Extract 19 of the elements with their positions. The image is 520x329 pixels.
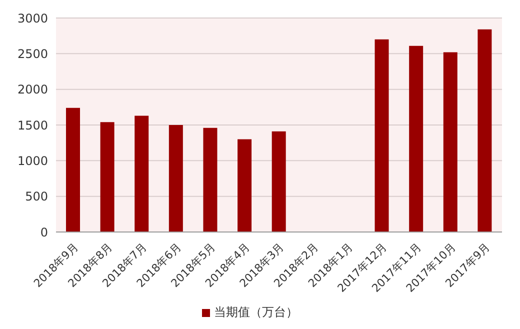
- legend-label: 当期值（万台）: [214, 305, 298, 319]
- bar: [134, 116, 149, 232]
- bar: [374, 39, 389, 232]
- bar: [443, 52, 458, 232]
- bar: [203, 128, 218, 232]
- y-tick-label: 500: [25, 190, 48, 204]
- bar: [168, 125, 183, 232]
- y-tick-label: 1500: [17, 118, 48, 132]
- bar: [478, 29, 492, 232]
- bar: [100, 122, 114, 232]
- y-tick-label: 3000: [17, 11, 48, 26]
- bar: [66, 108, 80, 232]
- y-tick-label: 2000: [17, 82, 48, 97]
- y-tick-label: 0: [40, 225, 48, 240]
- bar: [238, 139, 252, 232]
- y-tick-label: 2500: [17, 46, 48, 61]
- y-tick-label: 1000: [17, 154, 48, 168]
- bar: [272, 131, 286, 232]
- bar: [409, 46, 424, 232]
